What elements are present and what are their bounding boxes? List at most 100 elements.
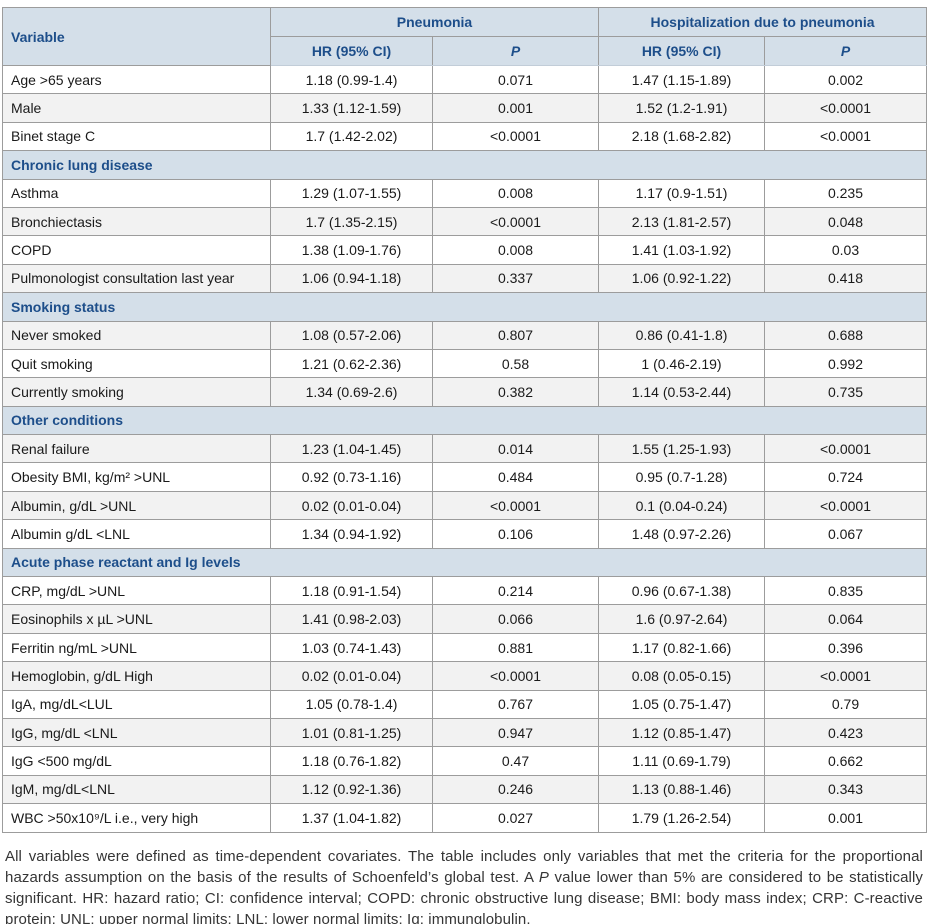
p-pneumonia-cell: 0.066 — [432, 604, 599, 634]
hr-hospitalization-cell: 1.12 (0.85-1.47) — [598, 717, 765, 748]
hr-pneumonia-cell: 1.21 (0.62-2.36) — [270, 348, 433, 379]
hr-hospitalization-cell: 1.79 (1.26-2.54) — [598, 803, 765, 833]
hr-pneumonia-cell: 0.02 (0.01-0.04) — [270, 661, 433, 691]
hr-hospitalization-cell: 1.41 (1.03-1.92) — [598, 235, 765, 265]
table-row: CRP, mg/dL >UNL 1.18 (0.91-1.54) 0.214 0… — [2, 576, 927, 606]
section-header-row: Chronic lung disease — [2, 150, 927, 180]
table-row: Male 1.33 (1.12-1.59) 0.001 1.52 (1.2-1.… — [2, 93, 927, 123]
p-pneumonia-cell: 0.484 — [432, 462, 599, 492]
p-hospitalization-cell: 0.03 — [764, 235, 927, 265]
variable-cell: IgM, mg/dL<LNL — [2, 774, 271, 805]
p-hospitalization-cell: 0.724 — [764, 462, 927, 492]
table-header-sub-row: HR (95% CI) P HR (95% CI) P — [3, 36, 927, 66]
variable-cell: Albumin g/dL <LNL — [2, 519, 271, 549]
column-header-pneumonia-group: Pneumonia — [270, 7, 599, 37]
variable-cell: Obesity BMI, kg/m² >UNL — [2, 462, 271, 492]
p-hospitalization-cell: 0.423 — [764, 717, 927, 748]
p-pneumonia-cell: 0.807 — [432, 320, 599, 350]
hr-pneumonia-cell: 1.01 (0.81-1.25) — [270, 717, 433, 748]
column-header-p-pneumonia: P — [432, 36, 599, 66]
hr-hospitalization-cell: 1.52 (1.2-1.91) — [598, 93, 765, 123]
p-pneumonia-cell: 0.008 — [432, 178, 599, 208]
table-row: Binet stage C 1.7 (1.42-2.02) <0.0001 2.… — [2, 121, 927, 152]
p-pneumonia-cell: 0.947 — [432, 717, 599, 748]
table-row: WBC >50x10⁹/L i.e., very high 1.37 (1.04… — [2, 803, 927, 833]
hr-pneumonia-cell: 1.12 (0.92-1.36) — [270, 774, 433, 805]
footnote-p-italic: P — [538, 868, 549, 886]
p-pneumonia-cell: 0.881 — [432, 632, 599, 663]
p-hospitalization-cell: <0.0001 — [764, 93, 927, 123]
hr-hospitalization-cell: 1 (0.46-2.19) — [598, 348, 765, 379]
variable-cell: Asthma — [2, 178, 271, 208]
hr-hospitalization-cell: 1.6 (0.97-2.64) — [598, 604, 765, 634]
section-header-row: Other conditions — [2, 405, 927, 436]
hr-hospitalization-cell: 1.06 (0.92-1.22) — [598, 263, 765, 294]
p-hospitalization-cell: 0.79 — [764, 689, 927, 719]
variable-cell: Never smoked — [2, 320, 271, 350]
table-row: Currently smoking 1.34 (0.69-2.6) 0.382 … — [2, 377, 927, 407]
variable-cell: Ferritin ng/mL >UNL — [2, 632, 271, 663]
p-hospitalization-cell: 0.835 — [764, 576, 927, 606]
variable-cell: Renal failure — [2, 434, 271, 464]
p-hospitalization-cell: 0.735 — [764, 377, 927, 407]
hr-pneumonia-cell: 1.06 (0.94-1.18) — [270, 263, 433, 294]
hr-pneumonia-cell: 1.38 (1.09-1.76) — [270, 235, 433, 265]
p-hospitalization-cell: 0.002 — [764, 64, 927, 95]
p-pneumonia-cell: 0.382 — [432, 377, 599, 407]
p-hospitalization-cell: 0.064 — [764, 604, 927, 634]
p-hospitalization-cell: <0.0001 — [764, 490, 927, 521]
variable-cell: WBC >50x10⁹/L i.e., very high — [2, 803, 271, 833]
table-row: Albumin g/dL <LNL 1.34 (0.94-1.92) 0.106… — [2, 519, 927, 549]
variable-cell: Eosinophils x µL >UNL — [2, 604, 271, 634]
table-row: Bronchiectasis 1.7 (1.35-2.15) <0.0001 2… — [2, 206, 927, 237]
footnote-text-1: All variables were defined as time-depen… — [5, 847, 923, 886]
variable-cell: Quit smoking — [2, 348, 271, 379]
hr-hospitalization-cell: 1.13 (0.88-1.46) — [598, 774, 765, 805]
hr-pneumonia-cell: 1.03 (0.74-1.43) — [270, 632, 433, 663]
variable-cell: Age >65 years — [2, 64, 271, 95]
p-pneumonia-cell: <0.0001 — [432, 206, 599, 237]
table-row: Obesity BMI, kg/m² >UNL 0.92 (0.73-1.16)… — [2, 462, 927, 492]
table-row: Renal failure 1.23 (1.04-1.45) 0.014 1.5… — [2, 434, 927, 464]
table-footnote: All variables were defined as time-depen… — [5, 846, 923, 924]
variable-cell: Male — [2, 93, 271, 123]
p-pneumonia-cell: <0.0001 — [432, 661, 599, 691]
table-row: Hemoglobin, g/dL High 0.02 (0.01-0.04) <… — [2, 661, 927, 691]
hr-pneumonia-cell: 1.33 (1.12-1.59) — [270, 93, 433, 123]
table-row: IgA, mg/dL<LUL 1.05 (0.78-1.4) 0.767 1.0… — [2, 689, 927, 719]
variable-cell: Pulmonologist consultation last year — [2, 263, 271, 294]
column-header-hr-pneumonia: HR (95% CI) — [270, 36, 433, 66]
p-hospitalization-cell: 0.662 — [764, 746, 927, 776]
variable-cell: Binet stage C — [2, 121, 271, 152]
variable-cell: IgA, mg/dL<LUL — [2, 689, 271, 719]
column-header-p-hospitalization: P — [764, 36, 927, 66]
hr-pneumonia-cell: 1.37 (1.04-1.82) — [270, 803, 433, 833]
p-hospitalization-cell: 0.396 — [764, 632, 927, 663]
p-hospitalization-cell: 0.001 — [764, 803, 927, 833]
p-pneumonia-cell: 0.58 — [432, 348, 599, 379]
table-row: Age >65 years 1.18 (0.99-1.4) 0.071 1.47… — [2, 64, 927, 95]
hr-pneumonia-cell: 1.34 (0.69-2.6) — [270, 377, 433, 407]
column-header-variable: Variable — [2, 7, 271, 66]
p-hospitalization-cell: 0.235 — [764, 178, 927, 208]
p-pneumonia-cell: <0.0001 — [432, 490, 599, 521]
hr-pneumonia-cell: 1.18 (0.76-1.82) — [270, 746, 433, 776]
table-header-group-row: Variable Pneumonia Hospitalization due t… — [2, 7, 927, 66]
hr-pneumonia-cell: 1.08 (0.57-2.06) — [270, 320, 433, 350]
p-pneumonia-cell: 0.014 — [432, 434, 599, 464]
p-pneumonia-cell: 0.001 — [432, 93, 599, 123]
p-pneumonia-cell: 0.071 — [432, 64, 599, 95]
p-hospitalization-cell: 0.343 — [764, 774, 927, 805]
hr-hospitalization-cell: 0.86 (0.41-1.8) — [598, 320, 765, 350]
section-header-label: Other conditions — [2, 405, 927, 436]
hr-pneumonia-cell: 1.23 (1.04-1.45) — [270, 434, 433, 464]
variable-cell: Hemoglobin, g/dL High — [2, 661, 271, 691]
section-header-label: Chronic lung disease — [2, 150, 927, 180]
p-hospitalization-cell: 0.992 — [764, 348, 927, 379]
variable-cell: IgG, mg/dL <LNL — [2, 717, 271, 748]
table-row: Never smoked 1.08 (0.57-2.06) 0.807 0.86… — [2, 320, 927, 350]
table-row: IgM, mg/dL<LNL 1.12 (0.92-1.36) 0.246 1.… — [2, 774, 927, 805]
section-header-row: Acute phase reactant and Ig levels — [2, 547, 927, 578]
p-pneumonia-cell: 0.106 — [432, 519, 599, 549]
